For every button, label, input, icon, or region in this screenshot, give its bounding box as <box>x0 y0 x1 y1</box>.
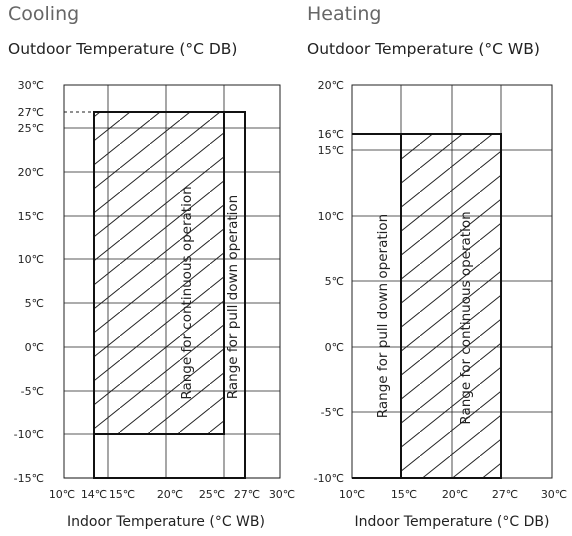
heating-ytick-minus5: -5℃ <box>321 406 344 419</box>
cooling-continuous-label: Range for continuous operation <box>179 186 195 399</box>
cooling-pulldown-label: Range for pull down operation <box>225 195 241 399</box>
cooling-xtick-25: 25℃ <box>199 488 225 501</box>
heating-ytick-10: 10℃ <box>318 210 344 223</box>
cooling-xtick-27: 27℃ <box>234 488 260 501</box>
heating-ytick-minus10: -10℃ <box>314 472 344 485</box>
heating-ytick-5: 5℃ <box>325 275 344 288</box>
cooling-ytick-20: 20℃ <box>18 166 44 179</box>
heating-ytick-0: 0℃ <box>325 341 344 354</box>
cooling-ytick-5: 5℃ <box>25 297 44 310</box>
cooling-xtick-30: 30℃ <box>269 488 295 501</box>
heating-ytick-16: 16℃ <box>318 128 344 141</box>
heating-continuous-label: Range for continuous operation <box>458 211 474 424</box>
cooling-ytick-minus10: -10℃ <box>14 428 44 441</box>
cooling-continuous-range-area <box>94 112 224 434</box>
cooling-xtick-15: 15℃ <box>109 488 135 501</box>
cooling-xtick-20: 20℃ <box>157 488 183 501</box>
cooling-xtick-10: 10℃ <box>49 488 75 501</box>
cooling-ytick-27: 27℃ <box>18 106 44 119</box>
heating-ytick-15: 15℃ <box>318 144 344 157</box>
heating-continuous-range-area <box>401 134 501 478</box>
heating-xtick-30: 30℃ <box>541 488 567 501</box>
heating-xtick-10: 10℃ <box>339 488 365 501</box>
heating-xtick-27: 27℃ <box>492 488 518 501</box>
heating-ytick-20: 20℃ <box>318 79 344 92</box>
cooling-ytick-minus15: -15℃ <box>14 472 44 485</box>
cooling-ytick-10: 10℃ <box>18 253 44 266</box>
cooling-x-axis-title: Indoor Temperature (°C WB) <box>67 514 265 530</box>
cooling-ytick-15: 15℃ <box>18 210 44 223</box>
heating-xtick-20: 20℃ <box>442 488 468 501</box>
heating-pulldown-label: Range for pull down operation <box>375 214 391 418</box>
cooling-ytick-0: 0℃ <box>25 341 44 354</box>
cooling-ytick-minus5: -5℃ <box>21 385 44 398</box>
cooling-xtick-14: 14℃ <box>81 488 107 501</box>
cooling-chart: 30℃ 27℃ 25℃ 20℃ 15℃ 10℃ 5℃ 0℃ -5℃ -10℃ -… <box>14 79 296 530</box>
heating-x-axis-title: Indoor Temperature (°C DB) <box>355 514 550 530</box>
cooling-ytick-30: 30℃ <box>18 79 44 92</box>
heating-xtick-15: 15℃ <box>391 488 417 501</box>
heating-chart: 20℃ 16℃ 15℃ 10℃ 5℃ 0℃ -5℃ -10℃ 10℃ 15℃ 2… <box>314 79 568 530</box>
cooling-ytick-25: 25℃ <box>18 122 44 135</box>
